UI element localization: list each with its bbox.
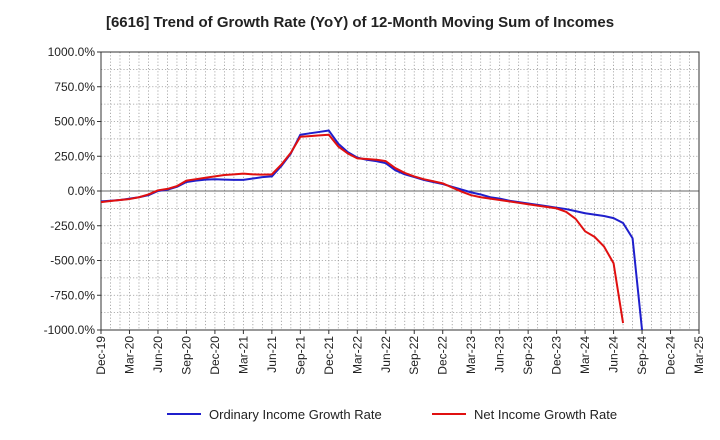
x-tick-label: Jun-20 [151,336,165,373]
y-tick-label: 1000.0% [48,45,96,59]
series-line-net-income [101,133,625,324]
y-tick-label: -500.0% [50,254,95,268]
y-tick-label: 500.0% [54,115,95,129]
x-tick-label: Mar-22 [350,336,364,374]
x-tick-label: Mar-21 [236,336,250,374]
x-tick-label: Jun-24 [607,336,621,373]
x-tick-label: Mar-20 [122,336,136,374]
x-tick-label: Jun-22 [379,336,393,373]
x-tick-label: Jun-21 [265,336,279,373]
x-tick-label: Mar-24 [578,336,592,374]
legend: Ordinary Income Growth Rate Net Income Gr… [167,407,617,422]
x-tick-label: Mar-25 [692,336,706,374]
legend-label: Ordinary Income Growth Rate [209,407,382,422]
x-tick-label: Dec-19 [94,336,108,375]
y-tick-label: 750.0% [54,80,95,94]
y-tick-label: -1000.0% [44,323,96,337]
x-tick-label: Sep-23 [521,336,535,375]
series-layer [101,129,644,330]
x-tick-label: Sep-20 [179,336,193,375]
x-tick-label: Sep-22 [407,336,421,375]
y-tick-label: 250.0% [54,149,95,163]
x-tick-label: Dec-23 [550,336,564,375]
x-tick-label: Dec-21 [322,336,336,375]
x-tick-label: Mar-23 [464,336,478,374]
x-tick-label: Dec-20 [208,336,222,375]
x-tick-label: Dec-24 [664,336,678,375]
legend-label: Net Income Growth Rate [474,407,617,422]
y-tick-label: 0.0% [68,184,96,198]
x-tick-label: Dec-22 [436,336,450,375]
x-axis-tick-labels: Dec-19 Mar-20 Jun-20 Sep-20 Dec-20 Mar-21 Jun-… [94,330,706,375]
y-tick-label: -250.0% [50,219,95,233]
legend-item-ordinary-income: Ordinary Income Growth Rate [167,407,382,422]
y-axis-tick-labels: 1000.0% 750.0% 500.0% 250.0% 0.0% -250.0% -500… [44,45,101,337]
x-tick-label: Sep-24 [635,336,649,375]
x-tick-label: Sep-21 [293,336,307,375]
x-tick-label: Jun-23 [493,336,507,373]
y-tick-label: -750.0% [50,288,95,302]
chart-title: [6616] Trend of Growth Rate (YoY) of 12-… [105,14,615,31]
legend-item-net-income: Net Income Growth Rate [432,407,617,422]
